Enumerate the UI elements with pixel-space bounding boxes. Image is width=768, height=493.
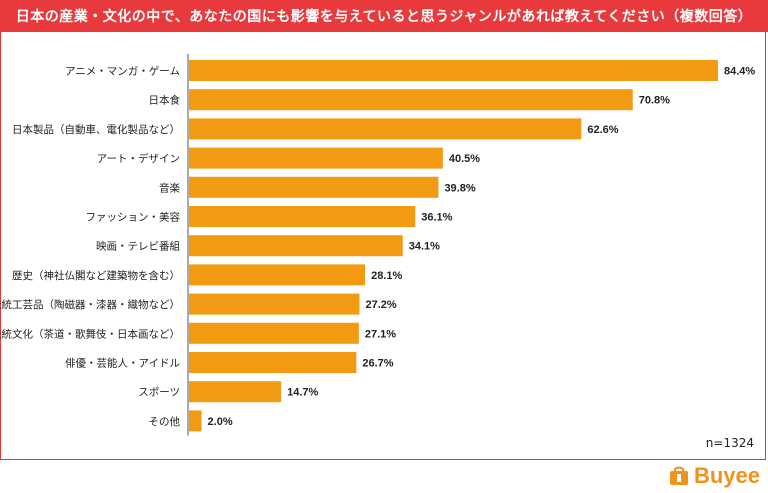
brand-name: Buyee — [693, 463, 760, 488]
category-label: 俳優・芸能人・アイドル — [65, 357, 180, 370]
bar — [189, 322, 359, 344]
category-label: アート・デザイン — [97, 152, 180, 165]
bar — [189, 264, 366, 286]
data-label: 14.7% — [287, 387, 318, 399]
category-label: スポーツ — [138, 387, 180, 399]
bar — [189, 352, 357, 373]
buyee-logo: Buyee — [668, 463, 760, 489]
bar — [189, 118, 582, 140]
bar — [189, 235, 403, 257]
bar — [189, 410, 202, 432]
data-label: 2.0% — [208, 416, 233, 428]
data-label: 27.1% — [365, 328, 396, 340]
category-label: 日本食 — [149, 94, 181, 107]
data-label: 84.4% — [724, 66, 755, 78]
data-label: 36.1% — [421, 212, 452, 224]
bar — [189, 176, 439, 198]
bar — [189, 147, 443, 169]
category-label: その他 — [149, 415, 181, 428]
sample-size: n=1324 — [705, 436, 754, 450]
category-label: アニメ・マンガ・ゲーム — [65, 66, 180, 78]
category-label: 映画・テレビ番組 — [96, 240, 180, 253]
category-label: 歴史（神社仏閣など建築物を含む） — [12, 269, 180, 282]
bar-chart: アニメ・マンガ・ゲーム 84.4% 日本食 70.8% 日本製品（自動車、電化製品など）… — [0, 54, 755, 436]
category-label: ファッション・美容 — [86, 211, 181, 224]
data-label: 27.2% — [365, 299, 396, 311]
category-label: 伝統文化（茶道・歌舞伎・日本画など） — [0, 327, 180, 340]
data-label: 40.5% — [449, 153, 480, 165]
data-label: 70.8% — [639, 95, 670, 107]
data-label: 62.6% — [587, 124, 618, 136]
category-label: 日本製品（自動車、電化製品など） — [12, 123, 180, 136]
bar — [189, 381, 282, 403]
data-label: 26.7% — [362, 358, 393, 370]
chart-title: 日本の産業・文化の中で、あなたの国にも影響を与えていると思うジャンルがあれば教え… — [0, 0, 768, 32]
data-label: 28.1% — [371, 270, 402, 282]
bar — [189, 89, 633, 111]
bar — [189, 206, 416, 227]
data-label: 34.1% — [409, 241, 440, 253]
category-label: 音楽 — [159, 181, 180, 194]
bar — [189, 293, 360, 315]
shopping-bag-icon — [669, 466, 688, 485]
data-label: 39.8% — [444, 182, 475, 194]
category-label: 伝統工芸品（陶磁器・漆器・織物など） — [0, 298, 180, 311]
bar — [189, 60, 718, 81]
